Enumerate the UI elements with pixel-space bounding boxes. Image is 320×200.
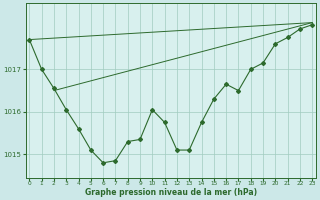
X-axis label: Graphe pression niveau de la mer (hPa): Graphe pression niveau de la mer (hPa)	[85, 188, 257, 197]
